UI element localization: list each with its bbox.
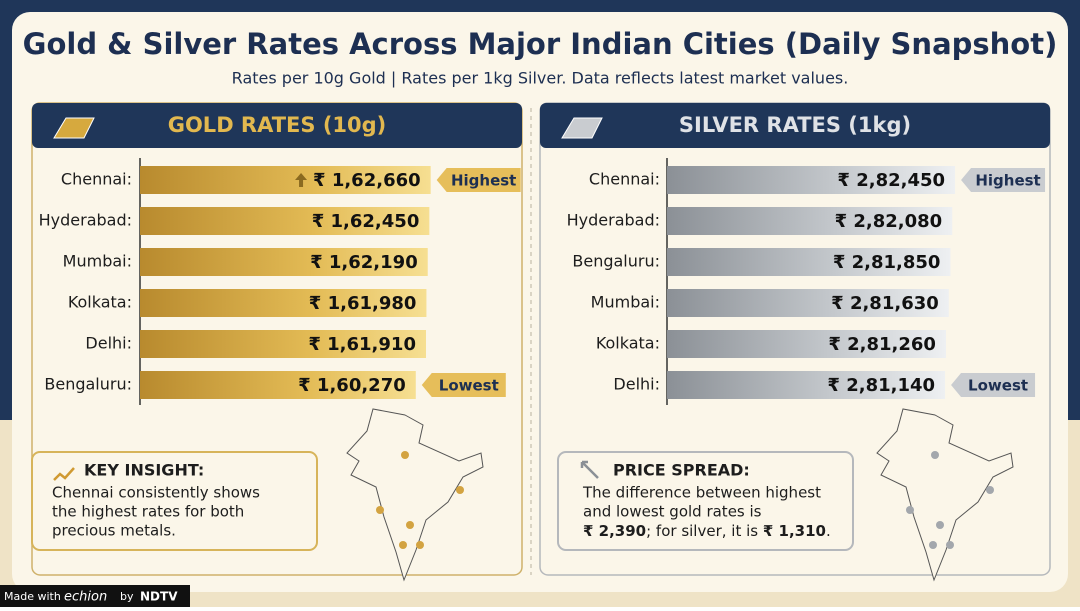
footer: Made with echion by NDTV [0, 585, 190, 607]
map-dot [931, 451, 939, 459]
map-outline [876, 408, 1014, 582]
value-label: ₹ 1,60,270 [298, 375, 406, 396]
badge-label: Lowest [968, 377, 1028, 395]
badge [961, 168, 1046, 192]
badge-label: Highest [975, 172, 1040, 190]
subtitle: Rates per 10g Gold | Rates per 1kg Silve… [232, 69, 849, 88]
insight-text: Chennai consistently shows [52, 484, 260, 502]
bar [140, 248, 428, 276]
insight-icon [53, 467, 75, 481]
category-label: Kolkata: [596, 334, 660, 353]
footer-text: by [120, 590, 134, 603]
category-label: Chennai: [589, 170, 660, 189]
insight-text-part: ; for silver, it is [646, 522, 763, 540]
insight-text: ₹ 2,390; for silver, it is ₹ 1,310. [583, 522, 831, 540]
bar [140, 371, 416, 399]
value-label: ₹ 1,62,660 [313, 170, 421, 191]
insight-heading: PRICE SPREAD: [613, 461, 750, 480]
value-label: ₹ 2,81,630 [831, 293, 939, 314]
category-label: Hyderabad: [567, 211, 660, 230]
footer-text: Made with [4, 590, 61, 603]
panel-header [540, 103, 1050, 148]
insight-icon [580, 460, 599, 479]
insight-box [557, 451, 854, 551]
insight-heading: KEY INSIGHT: [84, 461, 204, 480]
value-label: ₹ 2,81,140 [827, 375, 935, 396]
map-outline [346, 408, 484, 582]
category-label: Mumbai: [63, 252, 132, 271]
category-label: Bengaluru: [572, 252, 660, 271]
title: Gold & Silver Rates Across Major Indian … [23, 27, 1058, 61]
bar [667, 371, 946, 399]
value-label: ₹ 2,82,080 [835, 211, 943, 232]
value-label: ₹ 2,82,450 [837, 170, 945, 191]
insight-text: precious metals. [52, 522, 176, 540]
bar-icon [53, 117, 95, 139]
bar [667, 207, 953, 235]
category-label: Delhi: [85, 334, 132, 353]
value-label: ₹ 2,81,260 [828, 334, 936, 355]
bar [140, 330, 426, 358]
map-dot [456, 486, 464, 494]
badge-label: Lowest [439, 377, 499, 395]
badge [436, 168, 521, 192]
insight-text-part: ₹ 1,310 [763, 522, 826, 540]
up-arrow [295, 173, 308, 187]
map-dot [929, 541, 937, 549]
category-label: Mumbai: [591, 293, 660, 312]
panel-header [32, 103, 522, 148]
bar [140, 289, 427, 317]
badge [421, 373, 506, 397]
value-label: ₹ 1,62,450 [312, 211, 420, 232]
map-dot [906, 506, 914, 514]
insight-text: The difference between highest [582, 484, 821, 502]
bar [667, 330, 946, 358]
map-dot [936, 521, 944, 529]
map-dot [399, 541, 407, 549]
bar [667, 289, 949, 317]
bar [140, 207, 430, 235]
category-label: Delhi: [613, 375, 660, 394]
footer-brand: echion [64, 590, 107, 605]
badge [951, 373, 1036, 397]
footer-bg [0, 585, 190, 607]
insight-text: and lowest gold rates is [583, 503, 762, 521]
insight-text: the highest rates for both [52, 503, 244, 521]
bar [140, 166, 431, 194]
value-label: ₹ 1,62,190 [310, 252, 418, 273]
bar [667, 248, 951, 276]
panel-title: GOLD RATES (10g) [168, 113, 387, 137]
insight-text-part: ₹ 2,390 [583, 522, 646, 540]
insight-box [31, 451, 318, 551]
footer-partner: NDTV [140, 590, 178, 604]
map-dot [986, 486, 994, 494]
panel-title: SILVER RATES (1kg) [679, 113, 911, 137]
map-dot [946, 541, 954, 549]
map-dot [406, 521, 414, 529]
value-label: ₹ 2,81,850 [833, 252, 941, 273]
map-dot [376, 506, 384, 514]
insight-text-part: . [826, 522, 831, 540]
value-label: ₹ 1,61,980 [309, 293, 417, 314]
category-label: Bengaluru: [44, 375, 132, 394]
category-label: Chennai: [61, 170, 132, 189]
badge-label: Highest [451, 172, 516, 190]
charts: GOLD RATES (10g) Chennai: ₹ 1,62,660 Highes… [31, 102, 1051, 582]
bar-icon [561, 117, 603, 139]
map-dot [416, 541, 424, 549]
map-dot [401, 451, 409, 459]
category-label: Kolkata: [68, 293, 132, 312]
bar [667, 166, 956, 194]
category-label: Hyderabad: [39, 211, 132, 230]
value-label: ₹ 1,61,910 [308, 334, 416, 355]
